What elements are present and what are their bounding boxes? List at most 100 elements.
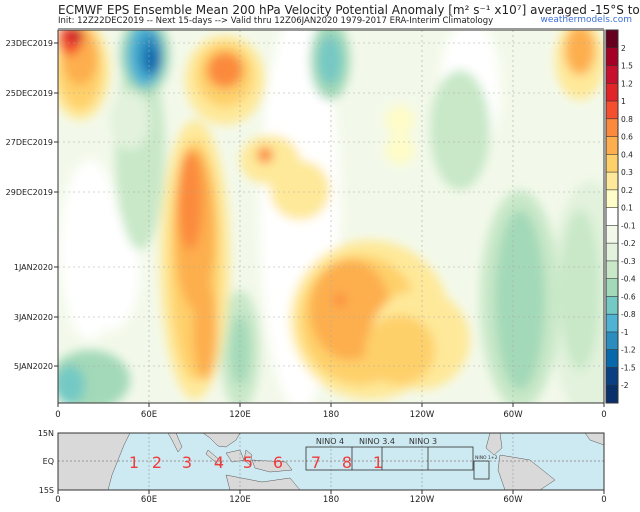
y-tick-label: 25DEC2019 [6, 89, 53, 98]
colorbar-label: 1.5 [621, 62, 633, 71]
mjo-phase-label: 1 [373, 453, 383, 472]
colorbar-swatch [606, 136, 618, 155]
x-tick-label: 0 [601, 410, 606, 420]
x-tick-label: 120W [410, 410, 435, 420]
y-tick-label: 1JAN2020 [14, 263, 53, 272]
anomaly-contour [67, 30, 83, 43]
anomaly-contour [385, 135, 415, 165]
colorbar-label: -0.1 [621, 221, 636, 230]
nino3-label: NINO 3 [409, 437, 437, 446]
y-tick-label: 27DEC2019 [6, 138, 53, 147]
land [57, 432, 605, 491]
mjo-phase-label: 8 [342, 453, 352, 472]
colorbar-label: 0.1 [621, 204, 633, 213]
colorbar-label: 1.2 [621, 79, 633, 88]
colorbar-label: -1.5 [621, 363, 636, 372]
colorbar-label: 0.3 [621, 168, 633, 177]
x-tick-label: 60W [503, 410, 523, 420]
mjo-phase-label: 4 [214, 453, 224, 472]
nino12-label: NINO 1+2 [475, 455, 498, 461]
y-tick-label: 3JAN2020 [14, 313, 53, 322]
anomaly-contour [334, 294, 346, 306]
colorbar-swatch [606, 172, 618, 191]
colorbar-label: -1 [621, 328, 629, 337]
map-x-tick-label: 0 [601, 495, 606, 505]
colorbar-frame [605, 29, 619, 404]
y-tick-label: 5JAN2020 [14, 362, 53, 371]
colorbar-label: 2 [621, 44, 626, 53]
colorbar-swatch [606, 47, 618, 67]
colorbar-swatch [606, 349, 618, 368]
colorbar-label: 1 [621, 97, 626, 106]
anomaly-contour [193, 280, 217, 380]
mjo-phase-label: 2 [152, 453, 162, 472]
map-x-tick-label: 60W [503, 495, 523, 505]
y-tick-label: 29DEC2019 [6, 188, 53, 197]
nino34-label: NINO 3.4 [359, 437, 395, 446]
anomaly-contour [80, 210, 140, 330]
anomaly-contour [430, 70, 490, 190]
colorbar-label: -2 [621, 381, 629, 390]
anomaly-contour [145, 47, 159, 73]
nino4-label: NINO 4 [316, 437, 344, 446]
colorbar-label: 0.6 [621, 133, 633, 142]
anomaly-contour [270, 160, 330, 220]
colorbar-swatch [606, 278, 618, 297]
chart-subtitle: Init: 12Z22DEC2019 -- Next 15-days --> V… [58, 16, 494, 26]
colorbar-swatch [606, 314, 618, 333]
y-tick-label: 23DEC2019 [6, 39, 53, 48]
map-x-tick-label: 180 [323, 495, 339, 505]
anomaly-contour [207, 52, 243, 88]
anomaly-contour [110, 90, 150, 150]
x-tick-label: 0 [55, 410, 60, 420]
colorbar-label: 0.4 [621, 150, 633, 159]
colorbar-swatch [606, 189, 618, 209]
anomaly-contour [58, 365, 85, 403]
colorbar-label: -0.3 [621, 257, 636, 266]
colorbar-swatch [606, 154, 618, 173]
mjo-phase-label: 1 [129, 453, 139, 472]
colorbar-label: -0.2 [621, 239, 636, 248]
anomaly-field [58, 30, 604, 403]
colorbar-label: 0.2 [621, 186, 633, 195]
watermark-link[interactable]: weathermodels.com [540, 15, 632, 25]
mjo-phase-label: 7 [311, 453, 321, 472]
colorbar-swatch [606, 243, 618, 262]
x-tick-label: 180 [323, 410, 339, 420]
colorbar-label: -1.2 [621, 346, 636, 355]
anomaly-contour [257, 147, 273, 163]
mjo-phase-label: 6 [273, 453, 283, 472]
anomaly-contour [178, 150, 202, 250]
colorbar-swatch [606, 260, 618, 280]
x-tick-label: 60E [141, 410, 157, 420]
colorbar: 2 1.5 1.2 1 0.8 0.6 0.4 0.3 0.2 0.1 -0.1 -0.2 -0.3 -0… [605, 29, 636, 404]
map-x-tick-label: 60E [141, 495, 157, 505]
colorbar-swatch [606, 331, 618, 351]
map-lat-label: 15S [39, 486, 54, 495]
anomaly-contour [365, 315, 435, 385]
colorbar-swatch [606, 367, 618, 386]
map-lat-label: EQ [43, 457, 54, 466]
colorbar-swatch [606, 207, 618, 226]
colorbar-label: -0.4 [621, 275, 636, 284]
colorbar-swatch [606, 101, 618, 120]
mjo-phase-label: 3 [182, 453, 192, 472]
colorbar-label: 0.8 [621, 115, 633, 124]
anomaly-contour [560, 210, 600, 370]
x-tick-label: 120E [229, 410, 251, 420]
colorbar-swatch [606, 385, 618, 403]
colorbar-swatch [606, 296, 618, 315]
colorbar-swatch [606, 83, 618, 102]
anomaly-contour [495, 210, 545, 390]
colorbar-swatch [606, 30, 618, 49]
colorbar-label: -0.8 [621, 310, 636, 319]
mjo-phase-label: 5 [243, 453, 253, 472]
grid-lines [58, 30, 604, 403]
colorbar-label: -0.6 [621, 292, 636, 301]
anomaly-contour [565, 30, 595, 75]
nino-boxes [305, 446, 490, 480]
anomaly-contour [385, 105, 415, 135]
